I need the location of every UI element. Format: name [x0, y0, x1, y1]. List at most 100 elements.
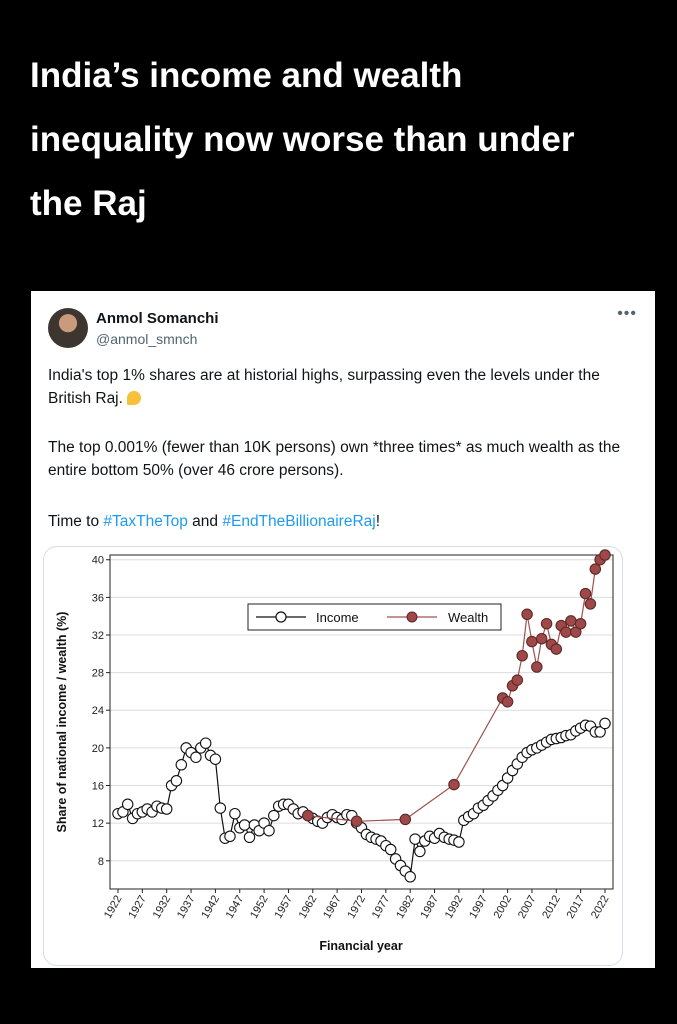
data-point-income-1943 — [214, 802, 227, 814]
data-point-wealth-2022 — [599, 549, 611, 561]
tweet-paragraph-1: India's top 1% shares are at historial h… — [48, 364, 643, 410]
author-name[interactable]: Anmol Somanchi — [96, 310, 219, 327]
data-point-wealth-2008 — [531, 661, 543, 673]
chart-image[interactable]: 8 12 16 20 24 28 32 36 40 1922 1927 1932 1937 1942 194… — [43, 546, 623, 966]
x-tick-label-2017: 2017 — [565, 894, 588, 921]
y-tick-label-32: 32 — [92, 630, 104, 642]
data-point-wealth-2005 — [516, 649, 528, 662]
inequality-line-chart: 8 12 16 20 24 28 32 36 40 1922 1927 1932 1937 1942 194… — [55, 549, 614, 953]
y-tick-label-8: 8 — [98, 856, 104, 868]
tweet-card[interactable]: Anmol Somanchi @anmol_smnch ••• India's … — [31, 291, 655, 968]
x-tick-label-1942: 1942 — [199, 894, 222, 921]
y-tick-label-36: 36 — [92, 592, 104, 604]
data-point-wealth-1961 — [302, 809, 314, 822]
data-point-wealth-1981 — [399, 813, 412, 826]
y-tick-label-28: 28 — [92, 668, 104, 680]
data-point-wealth-2019 — [584, 598, 597, 610]
data-point-income-2021 — [594, 726, 606, 738]
tweet-paragraph-3: Time to #TaxTheTop and #EndTheBillionair… — [48, 510, 643, 533]
data-point-income-1949 — [243, 831, 256, 844]
data-point-income-1932 — [160, 803, 173, 815]
data-point-income-2022 — [599, 717, 611, 730]
data-point-wealth-2009 — [535, 632, 548, 645]
data-point-income-1934 — [170, 775, 183, 787]
x-axis-label: Financial year — [319, 939, 403, 953]
data-point-income-1924 — [121, 798, 134, 811]
data-point-wealth-2012 — [550, 643, 563, 655]
y-tick-label-40: 40 — [92, 555, 104, 567]
data-point-income-1938 — [190, 751, 202, 764]
x-tick-label-1962: 1962 — [297, 894, 320, 921]
tweet-paragraph-2: The top 0.001% (fewer than 10K persons) … — [48, 439, 621, 479]
y-tick-label-12: 12 — [92, 818, 104, 830]
x-tick-label-1982: 1982 — [394, 894, 417, 921]
hashtag-endthebillionaireraj-link[interactable]: #EndTheBillionaireRaj — [222, 513, 376, 530]
x-tick-label-1972: 1972 — [345, 894, 368, 921]
data-point-wealth-2010 — [540, 617, 553, 630]
x-tick-label-1977: 1977 — [370, 894, 393, 921]
data-point-wealth-1991 — [448, 778, 460, 791]
legend-wealth-marker — [406, 611, 418, 623]
x-tick-label-2002: 2002 — [492, 894, 515, 921]
x-tick-label-1922: 1922 — [102, 894, 125, 921]
data-point-wealth-2002 — [501, 696, 514, 708]
grid-lines — [110, 559, 613, 862]
data-point-income-1982 — [404, 871, 416, 883]
x-tick-label-2007: 2007 — [516, 894, 539, 921]
data-point-income-1945 — [224, 830, 236, 843]
tweet-p3-middle: and — [187, 513, 223, 530]
x-tick-label-1927: 1927 — [126, 894, 149, 921]
x-tick-label-2022: 2022 — [589, 894, 612, 921]
x-tick-label-1952: 1952 — [248, 894, 271, 921]
data-point-income-1954 — [268, 809, 280, 822]
x-tick-label-1932: 1932 — [151, 894, 174, 921]
headline-line-2: inequality now worse than under — [30, 120, 575, 159]
data-point-income-1984 — [414, 845, 426, 858]
data-point-income-1948 — [238, 819, 251, 831]
data-point-wealth-2016 — [570, 626, 582, 638]
x-tick-label-1947: 1947 — [224, 894, 247, 921]
x-tick-label-2012: 2012 — [540, 894, 563, 921]
data-point-wealth-2018 — [579, 587, 592, 600]
data-point-income-1953 — [263, 824, 275, 837]
y-tick-label-16: 16 — [92, 781, 104, 793]
legend-wealth-label: Wealth — [448, 610, 488, 625]
data-point-wealth-2014 — [560, 626, 572, 638]
data-point-wealth-2007 — [526, 635, 538, 648]
data-point-wealth-1971 — [350, 815, 363, 828]
data-point-wealth-2017 — [574, 617, 587, 630]
x-tick-label-1997: 1997 — [467, 894, 490, 921]
headline-line-3: the Raj — [30, 184, 147, 223]
data-point-income-1983 — [409, 833, 421, 845]
x-tick-label-1937: 1937 — [175, 894, 198, 921]
legend: Income Wealth — [247, 603, 502, 631]
data-point-wealth-2004 — [511, 674, 524, 686]
series — [112, 549, 611, 883]
data-point-income-1935 — [175, 759, 188, 771]
author-handle[interactable]: @anmol_smnch — [96, 331, 198, 347]
y-axis-label: Share of national income / wealth (%) — [55, 612, 69, 833]
hashtag-taxthetop-link[interactable]: #TaxTheTop — [103, 513, 188, 530]
data-point-income-1940 — [199, 737, 212, 749]
data-point-wealth-2015 — [565, 615, 577, 627]
data-point-income-1992 — [453, 836, 465, 848]
backhand-index-pointing-down-icon — [126, 391, 141, 405]
y-tick-label-20: 20 — [92, 743, 104, 755]
headline: India’s income and wealth inequality now… — [30, 44, 650, 236]
data-point-income-1978 — [384, 843, 397, 856]
headline-line-1: India’s income and wealth — [30, 56, 463, 95]
more-options-icon[interactable]: ••• — [617, 305, 637, 322]
data-point-income-1946 — [229, 807, 241, 820]
x-tick-label-1992: 1992 — [443, 894, 466, 921]
tweet-paragraph-1-text: India's top 1% shares are at historial h… — [48, 367, 600, 407]
tweet-p3-prefix: Time to — [48, 513, 104, 530]
x-tick-label-1987: 1987 — [419, 894, 442, 921]
y-tick-label-24: 24 — [92, 705, 104, 717]
data-point-wealth-2020 — [589, 563, 602, 575]
data-point-income-1942 — [209, 753, 222, 765]
legend-income-label: Income — [316, 610, 359, 625]
data-point-wealth-2006 — [521, 608, 533, 621]
avatar[interactable] — [48, 308, 88, 348]
x-tick-label-1967: 1967 — [321, 894, 344, 921]
tweet-p3-suffix: ! — [375, 513, 381, 530]
